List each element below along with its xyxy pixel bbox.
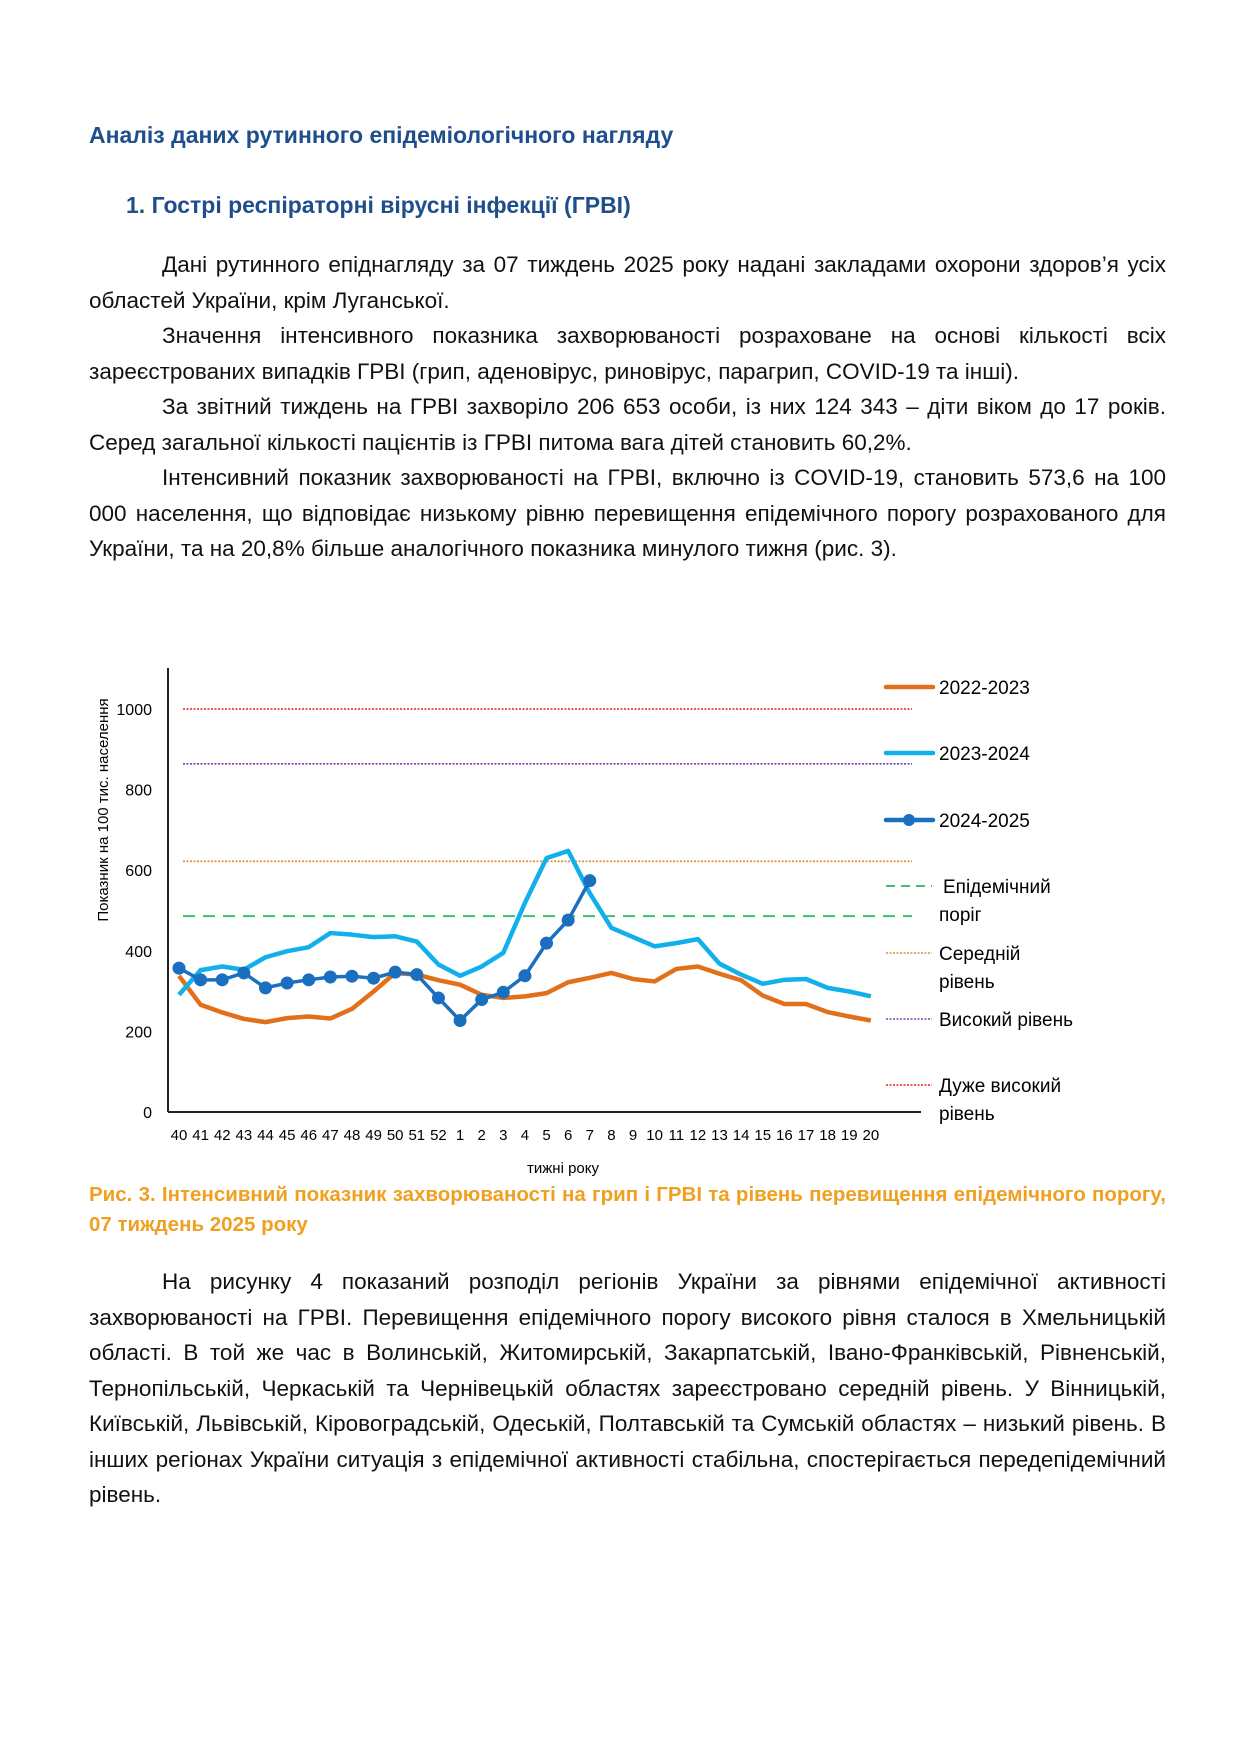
y-axis-title: Показник на 100 тис. населення xyxy=(95,698,112,921)
data-point xyxy=(237,966,251,980)
data-point xyxy=(323,970,337,984)
x-tick-label: 48 xyxy=(344,1127,361,1144)
x-tick-label: 5 xyxy=(542,1127,550,1144)
series-line-2022-2023 xyxy=(177,964,872,1025)
paragraph: Значення інтенсивного показника захворюв… xyxy=(89,323,1166,384)
legend-label: 2024-2025 xyxy=(939,811,1030,832)
data-point xyxy=(431,991,445,1005)
x-tick-label: 40 xyxy=(171,1127,188,1144)
legend-label: рівень xyxy=(939,1104,995,1125)
paragraph: Дані рутинного епіднагляду за 07 тиждень… xyxy=(89,252,1166,313)
paragraph: Інтенсивний показник захворюваності на Г… xyxy=(89,465,1166,561)
data-point xyxy=(540,936,554,950)
x-tick-label: 50 xyxy=(387,1127,404,1144)
x-tick-label: 11 xyxy=(668,1127,684,1144)
x-tick-label: 6 xyxy=(564,1127,572,1144)
legend-label: рівень xyxy=(939,972,995,993)
regions-text: На рисунку 4 показаний розподіл регіонів… xyxy=(89,1264,1166,1513)
x-tick-label: 2 xyxy=(478,1127,486,1144)
x-tick-label: 14 xyxy=(733,1127,750,1144)
x-tick-label: 45 xyxy=(279,1127,296,1144)
legend-label: Епідемічний xyxy=(943,877,1051,898)
page-heading: Аналіз даних рутинного епідеміологічного… xyxy=(89,122,674,148)
legend-label: 2022-2023 xyxy=(939,678,1030,699)
data-point xyxy=(496,985,510,999)
x-axis-title: тижні року xyxy=(527,1160,599,1177)
x-tick-label: 20 xyxy=(862,1127,879,1144)
x-tick-label: 19 xyxy=(841,1127,858,1144)
data-point xyxy=(367,971,381,985)
data-point xyxy=(518,969,532,983)
x-tick-label: 15 xyxy=(754,1127,771,1144)
x-tick-label: 47 xyxy=(322,1127,339,1144)
x-tick-label: 43 xyxy=(236,1127,253,1144)
series-line-2023-2024 xyxy=(177,848,872,999)
legend-label: Дуже високий xyxy=(939,1076,1061,1097)
data-point xyxy=(561,913,575,927)
series-line-2024-2025 xyxy=(178,879,592,1023)
paragraph: За звітний тиждень на ГРВІ захворіло 206… xyxy=(89,394,1166,455)
x-tick-label: 17 xyxy=(798,1127,815,1144)
x-tick-label: 10 xyxy=(646,1127,663,1144)
x-tick-label: 7 xyxy=(586,1127,594,1144)
y-tick-label: 0 xyxy=(143,1105,152,1122)
legend-label: 2023-2024 xyxy=(939,744,1030,765)
x-tick-label: 4 xyxy=(521,1127,529,1144)
data-point xyxy=(172,961,186,975)
data-point xyxy=(583,874,597,888)
x-tick-label: 8 xyxy=(607,1127,615,1144)
x-tick-label: 13 xyxy=(711,1127,728,1144)
x-tick-label: 46 xyxy=(300,1127,317,1144)
y-tick-label: 600 xyxy=(125,863,152,880)
legend-label: поріг xyxy=(939,905,982,926)
data-point xyxy=(410,968,424,982)
data-point xyxy=(453,1014,467,1028)
y-tick-label: 200 xyxy=(125,1024,152,1041)
data-point xyxy=(388,965,402,979)
x-tick-label: 3 xyxy=(499,1127,507,1144)
data-point xyxy=(302,973,316,987)
figure-caption: Рис. 3. Інтенсивний показник захворювано… xyxy=(89,1183,1166,1236)
x-tick-label: 12 xyxy=(690,1127,707,1144)
intro-text: Дані рутинного епіднагляду за 07 тиждень… xyxy=(89,247,1166,567)
y-tick-label: 800 xyxy=(125,783,152,800)
legend-marker xyxy=(903,814,915,826)
x-tick-label: 52 xyxy=(430,1127,447,1144)
paragraph: На рисунку 4 показаний розподіл регіонів… xyxy=(89,1269,1166,1507)
x-tick-label: 41 xyxy=(192,1127,209,1144)
data-point xyxy=(215,973,229,987)
legend-label: Високий рівень xyxy=(939,1010,1073,1031)
x-tick-label: 16 xyxy=(776,1127,793,1144)
data-point xyxy=(280,976,294,990)
data-point xyxy=(475,993,489,1007)
legend-label: Середній xyxy=(939,944,1020,965)
x-tick-label: 51 xyxy=(408,1127,425,1144)
x-tick-label: 44 xyxy=(257,1127,274,1144)
section-heading: 1. Гострі респіраторні вірусні інфекції … xyxy=(126,192,631,218)
y-tick-label: 1000 xyxy=(116,702,152,719)
data-point xyxy=(258,981,272,995)
data-point xyxy=(345,969,359,983)
x-tick-label: 18 xyxy=(819,1127,836,1144)
x-tick-label: 42 xyxy=(214,1127,231,1144)
x-tick-label: 49 xyxy=(365,1127,382,1144)
x-tick-label: 9 xyxy=(629,1127,637,1144)
data-point xyxy=(194,973,208,987)
x-tick-label: 1 xyxy=(456,1127,464,1144)
y-tick-label: 400 xyxy=(125,944,152,961)
